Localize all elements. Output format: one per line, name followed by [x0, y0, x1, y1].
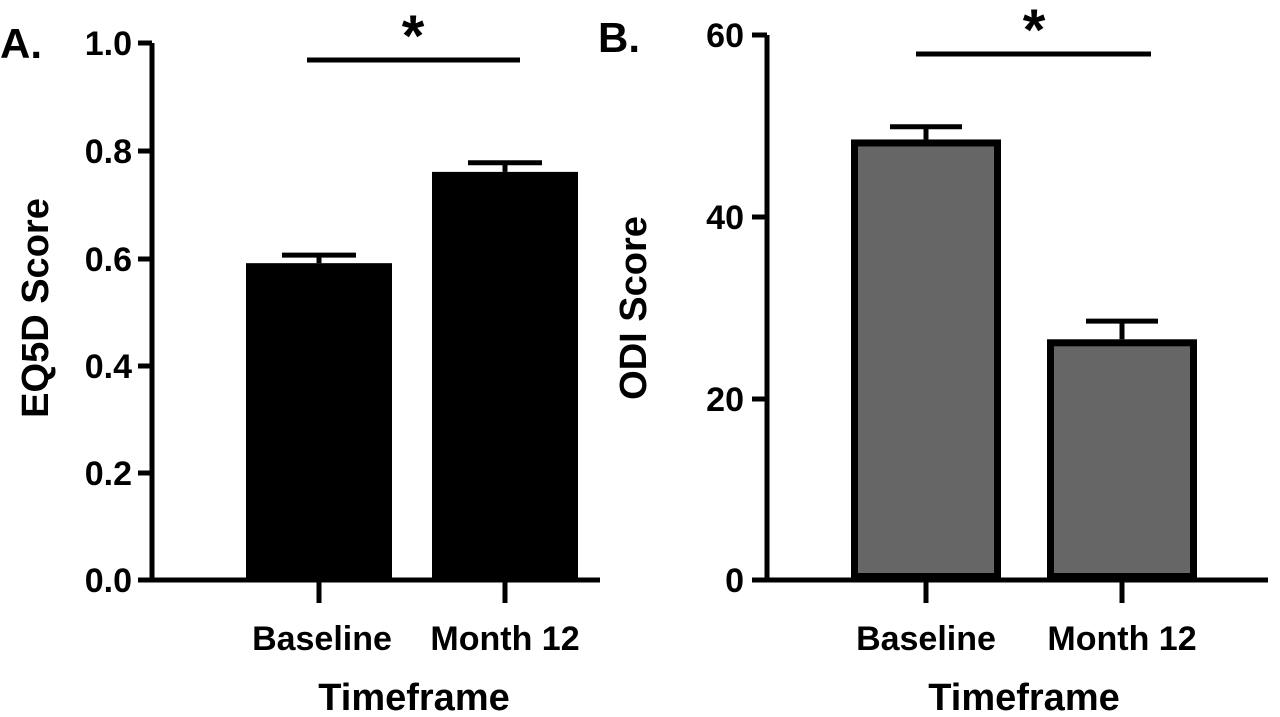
panel-a-x-axis-title: Timeframe [318, 677, 510, 717]
panel-a-ytick-label-5: 1.0 [85, 25, 132, 63]
panel-a-xtick-label-0: Baseline [252, 620, 392, 658]
panel-b-ytick-label-2: 40 [706, 199, 744, 237]
panel-a-bar-baseline [246, 263, 392, 580]
panel-a-label: A. [0, 20, 42, 67]
panel-a-ytick-label-4: 0.8 [85, 133, 132, 171]
panel-a-bar-month-12 [432, 171, 578, 580]
panel-a-y-axis-title: EQ5D Score [15, 198, 57, 418]
panel-a-ytick-label-1: 0.2 [85, 455, 132, 493]
panel-b: B. 0 20 40 60 Baseline Month 12 Ti [598, 0, 1268, 717]
panel-b-ytick-label-3: 60 [706, 17, 744, 55]
panel-b-xtick-label-0: Baseline [856, 620, 996, 658]
panel-b-significance-marker: * [1023, 0, 1046, 63]
panel-b-bar-month-12 [1047, 339, 1197, 580]
panel-b-x-axis-title: Timeframe [928, 677, 1120, 717]
panel-b-label: B. [598, 14, 640, 61]
panel-b-y-axis-title: ODI Score [613, 216, 655, 400]
panel-b-xtick-label-1: Month 12 [1047, 620, 1196, 658]
panel-b-ytick-label-0: 0 [725, 562, 744, 600]
panel-b-bar-baseline [851, 139, 1001, 580]
panel-a-ytick-label-3: 0.6 [85, 241, 132, 279]
panel-a-y-ticks: 0.0 0.2 0.4 0.6 0.8 1.0 [85, 25, 152, 600]
panel-a-ytick-label-2: 0.4 [85, 348, 132, 386]
panel-a-xtick-label-1: Month 12 [430, 620, 579, 658]
panel-a-significance-marker: * [402, 4, 425, 69]
panel-a-ytick-label-0: 0.0 [85, 562, 132, 600]
panel-b-ytick-label-1: 20 [706, 381, 744, 419]
panel-a: A. 0.0 0.2 0.4 0.6 0.8 1.0 [0, 4, 600, 717]
panel-b-y-ticks: 0 20 40 60 [706, 17, 767, 600]
